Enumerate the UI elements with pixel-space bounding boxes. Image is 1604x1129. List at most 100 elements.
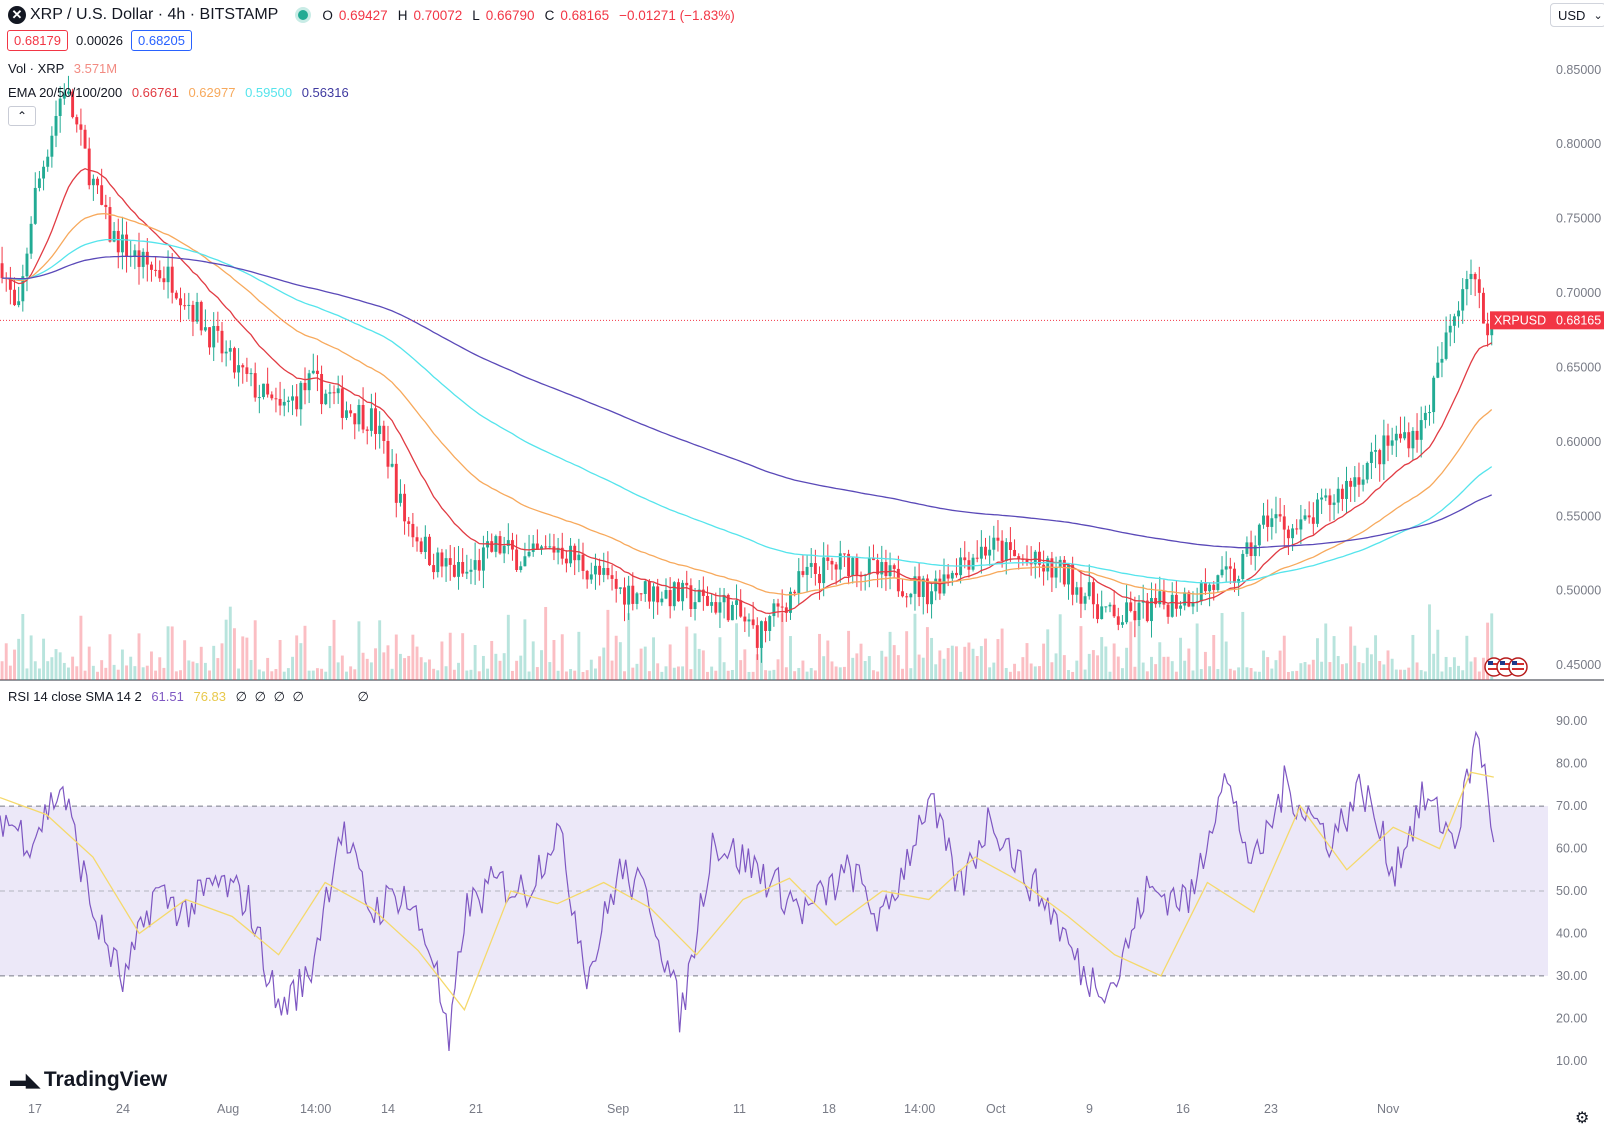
volume-bar: [1058, 614, 1062, 680]
candle-body: [411, 523, 415, 538]
candle-body: [96, 178, 99, 186]
volume-bar: [523, 619, 527, 680]
candle-body: [1336, 488, 1340, 503]
candle-body: [237, 365, 241, 373]
volume-bar: [46, 661, 50, 680]
tradingview-logo[interactable]: ▬◣ TradingView: [10, 1068, 167, 1092]
rsi-axis-label: 20.00: [1556, 1011, 1587, 1025]
collapse-legend-button[interactable]: ⌃: [8, 106, 36, 126]
volume-bar: [672, 667, 676, 680]
volume-bar: [195, 663, 199, 680]
candle-body: [1141, 600, 1145, 603]
volume-bar: [199, 646, 203, 680]
candle-body: [913, 576, 917, 594]
candle-body: [797, 571, 801, 594]
candle-body: [282, 401, 286, 406]
candle-body: [295, 396, 299, 410]
volume-bar: [896, 655, 900, 680]
candle-body: [253, 373, 257, 398]
candle-body: [1129, 602, 1133, 611]
candle-body: [664, 590, 668, 599]
volume-bar: [407, 655, 411, 680]
candle-body: [594, 565, 597, 575]
candle-body: [793, 591, 797, 594]
rsi-legend[interactable]: RSI 14 close SMA 14 2 61.51 76.83 ∅ ∅ ∅ …: [8, 689, 369, 705]
candle-body: [826, 557, 830, 561]
volume-legend[interactable]: Vol · XRP 3.571M: [8, 61, 117, 76]
candle-body: [1116, 616, 1120, 625]
volume-bar: [328, 645, 332, 680]
candle-body: [1340, 488, 1344, 499]
settings-icon[interactable]: ⚙: [1575, 1110, 1590, 1127]
candle-body: [789, 591, 792, 613]
candle-body: [938, 578, 942, 594]
volume-bar: [365, 658, 369, 680]
ema200-value: 0.56316: [301, 85, 349, 100]
event-flag-canton: [1500, 661, 1505, 665]
candle-body: [1228, 566, 1232, 569]
volume-bar: [697, 648, 701, 680]
event-flag-stripe: [1488, 663, 1500, 665]
volume-bar: [826, 640, 830, 680]
volume-bar: [203, 662, 207, 680]
volume-bar: [1403, 669, 1407, 680]
candle-body: [1029, 562, 1033, 565]
candle-body: [25, 253, 29, 277]
symbol-title[interactable]: XRP / U.S. Dollar · 4h · BITSTAMP: [30, 6, 279, 23]
candle-body: [112, 230, 116, 242]
volume-bar: [398, 653, 402, 680]
buy-price-button[interactable]: 0.68205: [131, 30, 192, 51]
candle-body: [872, 557, 875, 561]
sell-price-button[interactable]: 0.68179: [7, 30, 68, 51]
time-axis-label: 18: [822, 1102, 836, 1116]
candle-body: [378, 425, 382, 435]
candle-body: [847, 553, 851, 577]
volume-bar: [457, 662, 460, 680]
volume-bar: [984, 638, 987, 680]
currency-select[interactable]: USD ⌄: [1550, 3, 1604, 27]
volume-bar: [112, 664, 116, 680]
volume-bar: [1436, 629, 1440, 680]
candle-body: [249, 373, 253, 375]
candle-body: [1311, 517, 1315, 524]
volume-bar: [498, 660, 502, 680]
candle-body: [1013, 549, 1017, 557]
candle-body: [1191, 602, 1195, 607]
candle-body: [1295, 528, 1299, 530]
open-key: O: [322, 7, 333, 23]
volume-bar: [13, 649, 16, 680]
volume-bar: [959, 671, 963, 680]
volume-bar: [1203, 651, 1207, 680]
volume-bar: [934, 664, 938, 680]
candle-body: [183, 305, 187, 307]
volume-bar: [830, 661, 834, 680]
volume-bar: [133, 666, 137, 680]
candle-body: [643, 581, 647, 594]
volume-bar: [979, 646, 983, 680]
volume-bar: [710, 666, 714, 680]
volume-bar: [208, 670, 212, 680]
candle-body: [706, 595, 709, 606]
volume-bar: [594, 668, 597, 680]
volume-bar: [448, 632, 452, 680]
candle-body: [519, 566, 523, 570]
close-key: C: [544, 7, 555, 23]
volume-bar: [1394, 669, 1398, 680]
candle-body: [780, 606, 784, 608]
volume-bar: [506, 614, 510, 680]
market-status-icon[interactable]: [298, 10, 309, 20]
volume-bar: [1411, 634, 1415, 680]
volume-bar: [718, 637, 722, 680]
rsi-axis-label: 90.00: [1556, 714, 1587, 728]
xrp-icon[interactable]: ✕: [8, 6, 26, 24]
volume-bar: [585, 670, 589, 680]
candle-body: [54, 116, 58, 136]
ema-legend[interactable]: EMA 20/50/100/200 0.66761 0.62977 0.5950…: [8, 85, 349, 100]
volume-bar: [863, 661, 867, 680]
volume-bar: [1320, 661, 1324, 680]
volume-bar: [838, 667, 842, 680]
candle-body: [1000, 540, 1004, 561]
volume-bar: [780, 613, 784, 680]
candle-body: [1253, 545, 1257, 557]
